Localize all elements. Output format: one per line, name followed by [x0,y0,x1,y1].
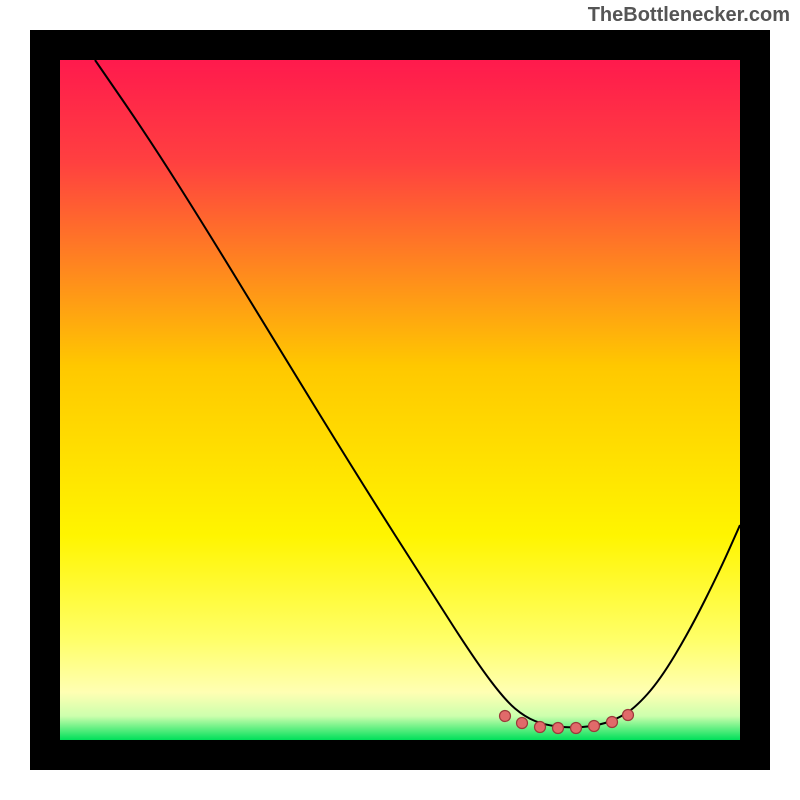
curve-svg [60,60,740,740]
curve-marker [553,723,564,734]
plot-area [60,60,740,740]
curve-marker [535,722,546,733]
container: TheBottlenecker.com [0,0,800,800]
curve-marker [623,710,634,721]
bottleneck-curve [95,60,740,727]
curve-marker [589,721,600,732]
watermark-text: TheBottlenecker.com [588,4,790,27]
curve-marker [500,711,511,722]
curve-marker [517,718,528,729]
curve-marker [607,717,618,728]
curve-marker [571,723,582,734]
